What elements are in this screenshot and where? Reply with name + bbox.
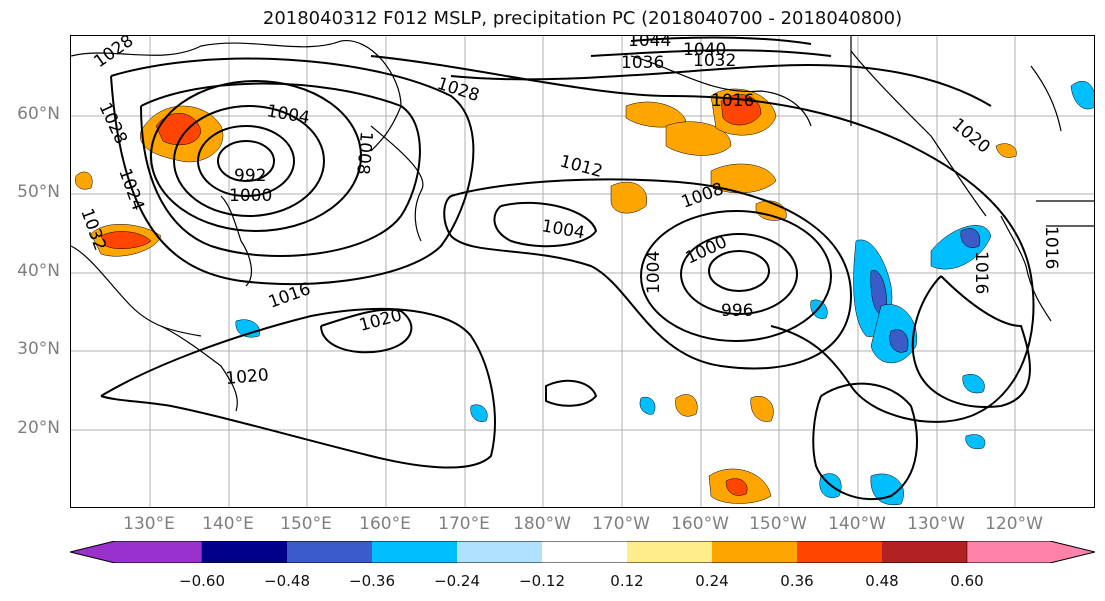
colorbar-segment	[882, 541, 967, 563]
lon-label-160w: 160°W	[671, 514, 729, 534]
isobar-label: 1004	[644, 251, 664, 294]
lat-label-60n: 60°N	[17, 104, 60, 124]
colorbar-segment	[287, 541, 372, 563]
lon-label-120w: 120°W	[985, 514, 1043, 534]
colorbar	[70, 541, 1095, 563]
lon-label-130e: 130°E	[123, 514, 175, 534]
isobar-label: 1000	[683, 232, 731, 268]
lon-label-150w: 150°W	[749, 514, 807, 534]
map-canvas: 1028 1044 1040 1036 1032 1028 1028 1004 …	[71, 36, 1094, 507]
isobar-label: 1040	[683, 40, 726, 60]
precip-negative	[235, 81, 1094, 506]
lon-label-180w: 180°W	[513, 514, 571, 534]
colorbar-segment	[372, 541, 457, 563]
coastlines	[71, 36, 1094, 412]
isobar-label: 1012	[558, 152, 605, 183]
isobar-label: 1000	[229, 186, 272, 206]
colorbar-tick-label: 0.48	[865, 572, 899, 590]
isobar-label: 1016	[711, 91, 754, 111]
lon-label-150e: 150°E	[280, 514, 332, 534]
colorbar-segment	[542, 541, 627, 563]
colorbar-tick-label: 0.36	[780, 572, 814, 590]
colorbar-segment	[202, 541, 287, 563]
isobar-label: 1016	[971, 251, 991, 294]
colorbar-tick-label: −0.12	[519, 572, 565, 590]
isobar-label: 1044	[628, 36, 671, 51]
lon-label-160e: 160°E	[359, 514, 411, 534]
isobar-label: 1008	[352, 131, 376, 176]
lon-label-170w: 170°W	[592, 514, 650, 534]
isobar-label: 1016	[1041, 226, 1061, 269]
colorbar-segment	[70, 541, 203, 563]
isobar-label: 1036	[621, 53, 664, 73]
colorbar-segment	[712, 541, 797, 563]
colorbar-tick-label: 0.12	[610, 572, 644, 590]
colorbar-tick-label: −0.48	[264, 572, 310, 590]
lat-label-30n: 30°N	[17, 339, 60, 359]
isobar-label: 1032	[693, 51, 736, 71]
isobar-label: 1028	[94, 100, 130, 148]
lon-label-140e: 140°E	[202, 514, 254, 534]
isobar-label: 1020	[948, 115, 994, 158]
isobar-label: 1024	[114, 166, 148, 213]
isobar-label: 1004	[540, 216, 586, 243]
colorbar-segment	[797, 541, 882, 563]
colorbar-segment	[966, 541, 1095, 563]
colorbar-tick-label: −0.60	[179, 572, 225, 590]
map-title: 2018040312 F012 MSLP, precipitation PC (…	[262, 8, 903, 29]
colorbar-tick-label: 0.24	[695, 572, 729, 590]
colorbar-segment	[457, 541, 542, 563]
lon-label-130w: 130°W	[907, 514, 965, 534]
lon-label-140w: 140°W	[828, 514, 886, 534]
lat-label-20n: 20°N	[17, 418, 60, 438]
map-panel: 1028 1044 1040 1036 1032 1028 1028 1004 …	[70, 35, 1095, 508]
graticule	[71, 36, 1094, 507]
lat-label-50n: 50°N	[17, 182, 60, 202]
precip-positive	[75, 88, 1017, 504]
isobar-label: 992	[234, 166, 266, 186]
isobar-label: 996	[721, 301, 753, 321]
colorbar-tick-label: −0.24	[434, 572, 480, 590]
colorbar-tick-label: −0.36	[349, 572, 395, 590]
isobars	[100, 36, 1035, 501]
isobar-label: 1020	[225, 365, 270, 389]
lon-label-170e: 170°E	[438, 514, 490, 534]
colorbar-segment	[627, 541, 712, 563]
colorbar-tick-label: 0.60	[950, 572, 984, 590]
lat-label-40n: 40°N	[17, 261, 60, 281]
isobar-label: 1004	[265, 101, 311, 128]
